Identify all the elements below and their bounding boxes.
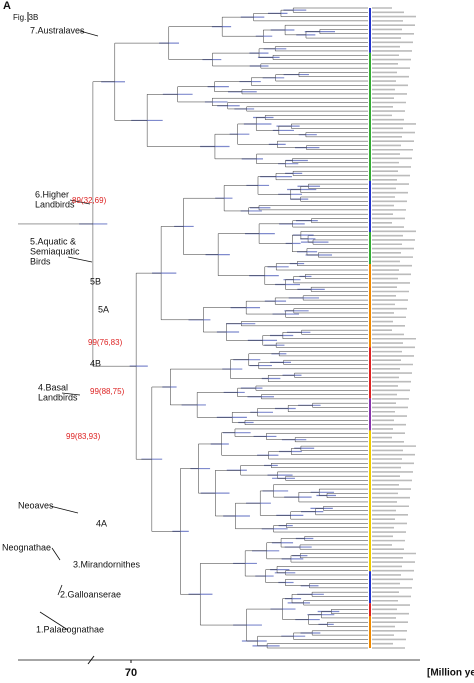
clade-label: Landbirds (35, 199, 75, 209)
order-segment (369, 398, 371, 431)
order-segment (369, 430, 371, 572)
clade-pointer (51, 547, 61, 561)
clade-label: Semiaquatic (30, 246, 80, 256)
clade-label: Birds (30, 256, 51, 266)
panel-label: A (3, 0, 11, 12)
order-segment (369, 232, 371, 264)
clade-pointer (79, 30, 99, 37)
clade-label: 7.Australaves (30, 25, 85, 35)
tree (18, 7, 416, 649)
clade-label: 5A (98, 304, 109, 314)
clade-label: 5.Aquatic & (30, 236, 76, 246)
order-segment (369, 52, 371, 181)
clade-pointer (49, 505, 79, 514)
order-segment (369, 264, 371, 348)
order-segment (369, 616, 371, 648)
figure-reference: Fig. 3B (13, 13, 38, 22)
clade-label: Landbirds (38, 392, 78, 402)
clade-pointer (67, 256, 93, 263)
tick-label: 70 (125, 667, 137, 679)
support-value: 99(83,93) (66, 432, 101, 441)
clade-pointer (57, 584, 63, 596)
axis-title: [Million years ago] (427, 668, 474, 679)
clade-pointer (39, 611, 69, 631)
clade-label: 6.Higher (35, 189, 69, 199)
labels: 7.Australaves6.HigherLandbirds5.Aquatic … (2, 25, 141, 634)
support-value: 99(76,83) (88, 338, 123, 347)
order-segment (369, 603, 371, 616)
clade-label: 4.Basal (38, 382, 68, 392)
clade-label: 1.Palaeognathae (36, 624, 104, 634)
x-axis: 70605040302010[Million years ago] (18, 655, 474, 679)
clade-label: 4B (90, 358, 101, 368)
clade-label: Neoaves (18, 500, 54, 510)
clade-label: Neognathae (2, 542, 51, 552)
clade-label: 4A (96, 518, 107, 528)
clade-pointer (69, 199, 91, 205)
order-color-bar (369, 8, 371, 648)
support-value: 89(32,69) (72, 196, 107, 205)
clade-label: 5B (90, 276, 101, 286)
clade-label: 2.Galloanserae (60, 589, 121, 599)
support-value: 99(88,75) (90, 387, 125, 396)
order-segment (369, 8, 371, 53)
clade-label: 3.Mirandornithes (73, 559, 141, 569)
order-segment (369, 571, 371, 604)
axis-break-mark (87, 655, 95, 665)
clade-pointer (61, 392, 81, 396)
order-segment (369, 347, 371, 399)
order-segment (369, 180, 371, 232)
